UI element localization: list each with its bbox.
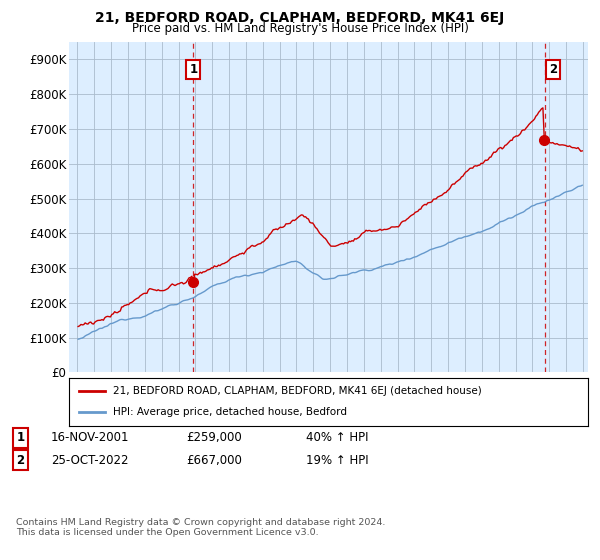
Text: £259,000: £259,000: [186, 431, 242, 445]
Text: 2: 2: [550, 63, 557, 76]
Text: 1: 1: [189, 63, 197, 76]
Text: 21, BEDFORD ROAD, CLAPHAM, BEDFORD, MK41 6EJ: 21, BEDFORD ROAD, CLAPHAM, BEDFORD, MK41…: [95, 11, 505, 25]
Text: £667,000: £667,000: [186, 454, 242, 467]
Text: 19% ↑ HPI: 19% ↑ HPI: [306, 454, 368, 467]
Text: HPI: Average price, detached house, Bedford: HPI: Average price, detached house, Bedf…: [113, 407, 347, 417]
Text: 16-NOV-2001: 16-NOV-2001: [51, 431, 130, 445]
Text: Price paid vs. HM Land Registry's House Price Index (HPI): Price paid vs. HM Land Registry's House …: [131, 22, 469, 35]
Text: 40% ↑ HPI: 40% ↑ HPI: [306, 431, 368, 445]
Text: 21, BEDFORD ROAD, CLAPHAM, BEDFORD, MK41 6EJ (detached house): 21, BEDFORD ROAD, CLAPHAM, BEDFORD, MK41…: [113, 386, 482, 396]
Text: 2: 2: [16, 454, 25, 467]
Text: 1: 1: [16, 431, 25, 445]
Text: 25-OCT-2022: 25-OCT-2022: [51, 454, 128, 467]
Text: Contains HM Land Registry data © Crown copyright and database right 2024.
This d: Contains HM Land Registry data © Crown c…: [16, 518, 386, 538]
